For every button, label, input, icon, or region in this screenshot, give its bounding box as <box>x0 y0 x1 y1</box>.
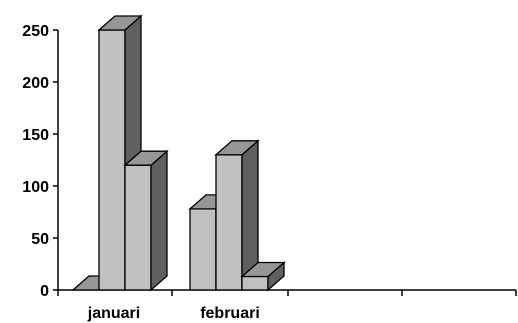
bar-side <box>150 149 168 292</box>
bar-top <box>240 261 286 278</box>
y-tick-label: 50 <box>31 231 49 248</box>
x-category-label: januari <box>87 305 140 322</box>
chart-labels: 0 50 100 150 200 250 januari februari <box>22 23 259 322</box>
bar-front <box>98 29 126 291</box>
bar <box>214 139 260 292</box>
y-tick-label: 200 <box>22 75 49 92</box>
bar-front <box>215 154 243 291</box>
chart-bars <box>71 14 286 292</box>
x-category-label: februari <box>200 305 260 322</box>
bar-front <box>124 164 152 291</box>
bar <box>240 261 286 292</box>
bar <box>123 149 169 292</box>
bar-top <box>97 15 143 31</box>
bar-top <box>123 150 169 166</box>
y-tick-label: 150 <box>22 127 49 144</box>
y-tick-label: 100 <box>22 179 49 196</box>
y-tick-label: 250 <box>22 23 49 40</box>
bar-front <box>189 208 217 291</box>
y-tick-label: 0 <box>40 283 49 300</box>
bar-top <box>214 140 260 156</box>
bar-front <box>241 275 269 291</box>
